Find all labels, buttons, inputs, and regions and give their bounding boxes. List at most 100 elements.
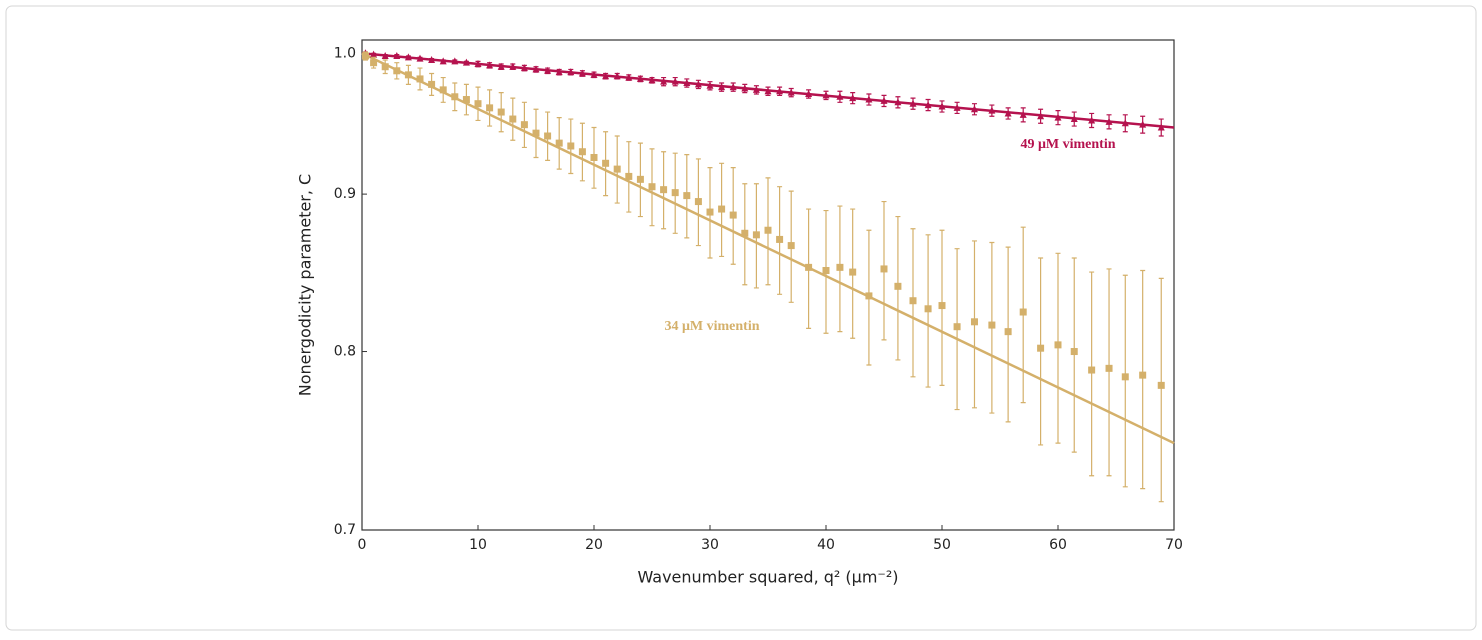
point — [544, 66, 552, 74]
point — [970, 318, 978, 326]
point — [924, 101, 932, 109]
point — [836, 92, 844, 100]
error-bar — [1089, 271, 1095, 477]
y-tick-label: 0.8 — [334, 344, 356, 360]
point — [602, 159, 610, 167]
point — [648, 183, 656, 191]
point — [520, 64, 528, 72]
point — [497, 62, 505, 70]
y-tick-label: 1.0 — [334, 45, 356, 61]
point — [625, 73, 633, 81]
point — [805, 90, 813, 98]
point — [486, 61, 494, 69]
point — [822, 91, 830, 99]
point — [741, 84, 749, 92]
x-tick-label: 20 — [585, 537, 603, 553]
point — [660, 77, 668, 85]
point — [849, 268, 857, 276]
point — [764, 87, 772, 95]
point — [671, 189, 679, 197]
axes-box — [361, 39, 1175, 531]
point — [1054, 113, 1062, 121]
point — [988, 106, 996, 114]
point — [361, 52, 369, 60]
point — [428, 80, 436, 88]
point — [509, 62, 517, 70]
point — [1004, 109, 1012, 117]
point — [970, 105, 978, 113]
error-bar — [1122, 274, 1128, 488]
point — [694, 198, 702, 206]
point — [370, 59, 378, 67]
point — [1037, 344, 1045, 352]
point — [894, 282, 902, 290]
point — [924, 305, 932, 313]
x-tick-label: 40 — [817, 537, 835, 553]
point — [1088, 116, 1096, 124]
point — [462, 58, 470, 66]
point — [370, 50, 378, 58]
point — [729, 83, 737, 91]
point — [1088, 366, 1096, 374]
y-tick-label: 0.9 — [334, 186, 356, 202]
error-bar — [1106, 268, 1112, 477]
point — [613, 165, 621, 173]
point — [953, 103, 961, 111]
point — [1004, 328, 1012, 336]
point — [1054, 341, 1062, 349]
point — [1070, 348, 1078, 356]
point — [706, 208, 714, 216]
point — [404, 71, 412, 79]
point — [938, 102, 946, 110]
point — [381, 51, 389, 59]
point — [671, 77, 679, 85]
x-tick-label: 60 — [1049, 537, 1067, 553]
point — [836, 263, 844, 271]
point — [787, 242, 795, 250]
point — [439, 57, 447, 65]
point — [1139, 371, 1147, 379]
point — [451, 93, 459, 101]
point — [625, 172, 633, 180]
error-bar — [1158, 277, 1164, 503]
point — [567, 68, 575, 76]
point — [544, 132, 552, 140]
point — [404, 53, 412, 61]
x-tick-label: 30 — [701, 537, 719, 553]
point — [474, 60, 482, 68]
point — [393, 51, 401, 59]
error-bar — [1140, 269, 1146, 490]
point — [590, 70, 598, 78]
point — [694, 80, 702, 88]
point — [381, 63, 389, 71]
x-tick-label: 50 — [933, 537, 951, 553]
point — [636, 74, 644, 82]
point — [462, 96, 470, 104]
point — [520, 121, 528, 129]
point — [416, 75, 424, 83]
point — [880, 96, 888, 104]
point — [509, 115, 517, 123]
point — [683, 192, 691, 200]
point — [776, 87, 784, 95]
point — [752, 231, 760, 239]
point — [613, 72, 621, 80]
point — [416, 54, 424, 62]
point — [909, 99, 917, 107]
point — [752, 85, 760, 93]
point — [988, 321, 996, 329]
point — [764, 226, 772, 234]
point — [474, 100, 482, 108]
point — [776, 235, 784, 243]
point — [849, 94, 857, 102]
frame — [5, 5, 1477, 631]
y-axis-label: Nonergodicity parameter, C — [296, 174, 315, 396]
point — [636, 175, 644, 183]
point — [865, 292, 873, 300]
x-tick-label: 10 — [469, 537, 487, 553]
point — [1105, 364, 1113, 372]
point — [1157, 123, 1165, 131]
x-axis-label: Wavenumber squared, q² (μm⁻²) — [637, 568, 898, 587]
series-label: 34 μM vimentin — [664, 319, 759, 334]
point — [486, 104, 494, 112]
